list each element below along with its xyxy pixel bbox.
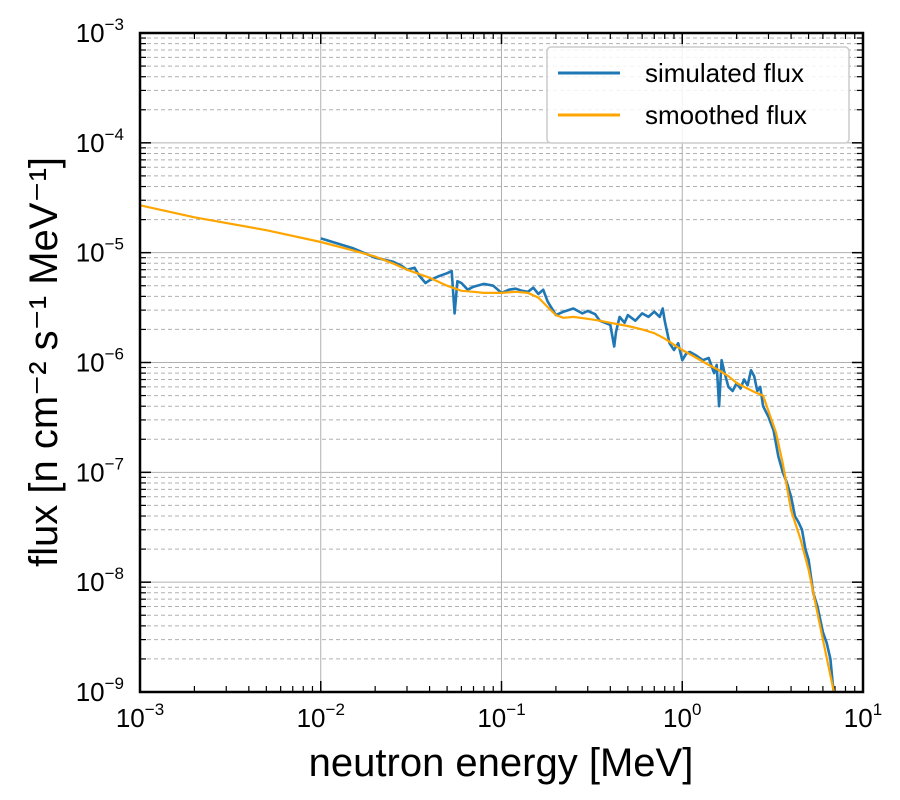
y-tick-label: 10−3 xyxy=(76,15,124,48)
x-tick-base: 10 xyxy=(116,703,145,733)
x-tick-label: 100 xyxy=(663,700,701,733)
x-tick-base: 10 xyxy=(477,703,506,733)
x-tick-base: 10 xyxy=(663,703,692,733)
y-tick-exponent: −4 xyxy=(105,125,124,144)
series-line-simulated-flux xyxy=(320,237,836,692)
x-tick-base: 10 xyxy=(297,703,326,733)
y-tick-exponent: −8 xyxy=(105,564,124,583)
x-tick-base: 10 xyxy=(844,703,873,733)
y-axis-label: flux [n cm⁻² s⁻¹ MeV⁻¹] xyxy=(22,157,66,567)
y-tick-labels: 10−910−810−710−610−510−410−3 xyxy=(76,15,124,707)
y-tick-exponent: −7 xyxy=(105,454,124,473)
y-tick-label: 10−4 xyxy=(76,125,124,158)
x-tick-exponent: −2 xyxy=(326,700,345,719)
x-tick-labels: 10−3 10−2 10−1 100 101 xyxy=(116,700,882,733)
y-tick-base: 10 xyxy=(76,677,105,707)
y-tick-base: 10 xyxy=(76,238,105,268)
legend-label-smoothed-flux: smoothed flux xyxy=(645,100,807,130)
y-tick-label: 10−6 xyxy=(76,345,124,378)
minor-grid xyxy=(140,37,863,660)
y-tick-exponent: −9 xyxy=(105,674,124,693)
y-tick-label: 10−7 xyxy=(76,454,124,487)
y-tick-base: 10 xyxy=(76,18,105,48)
y-tick-exponent: −5 xyxy=(105,235,124,254)
x-tick-exponent: −1 xyxy=(506,700,525,719)
legend-label-simulated-flux: simulated flux xyxy=(645,58,804,88)
y-tick-label: 10−9 xyxy=(76,674,124,707)
x-tick-label: 10−3 xyxy=(116,700,164,733)
y-tick-base: 10 xyxy=(76,128,105,158)
x-tick-exponent: 0 xyxy=(692,700,701,719)
y-tick-exponent: −3 xyxy=(105,15,124,34)
y-tick-label: 10−8 xyxy=(76,564,124,597)
y-tick-base: 10 xyxy=(76,457,105,487)
legend-box xyxy=(546,46,850,144)
x-axis-label: neutron energy [MeV] xyxy=(309,741,694,785)
x-tick-label: 101 xyxy=(844,700,882,733)
x-tick-label: 10−1 xyxy=(477,700,525,733)
legend: simulated flux smoothed flux xyxy=(546,46,850,144)
x-tick-exponent: −3 xyxy=(145,700,164,719)
x-tick-label: 10−2 xyxy=(297,700,345,733)
y-tick-base: 10 xyxy=(76,348,105,378)
series-line-smoothed-flux xyxy=(140,204,836,692)
series-layer xyxy=(140,204,836,692)
x-tick-exponent: 1 xyxy=(873,700,882,719)
y-tick-label: 10−5 xyxy=(76,235,124,268)
plot-frame xyxy=(138,31,865,694)
y-tick-base: 10 xyxy=(76,567,105,597)
y-tick-exponent: −6 xyxy=(105,345,124,364)
